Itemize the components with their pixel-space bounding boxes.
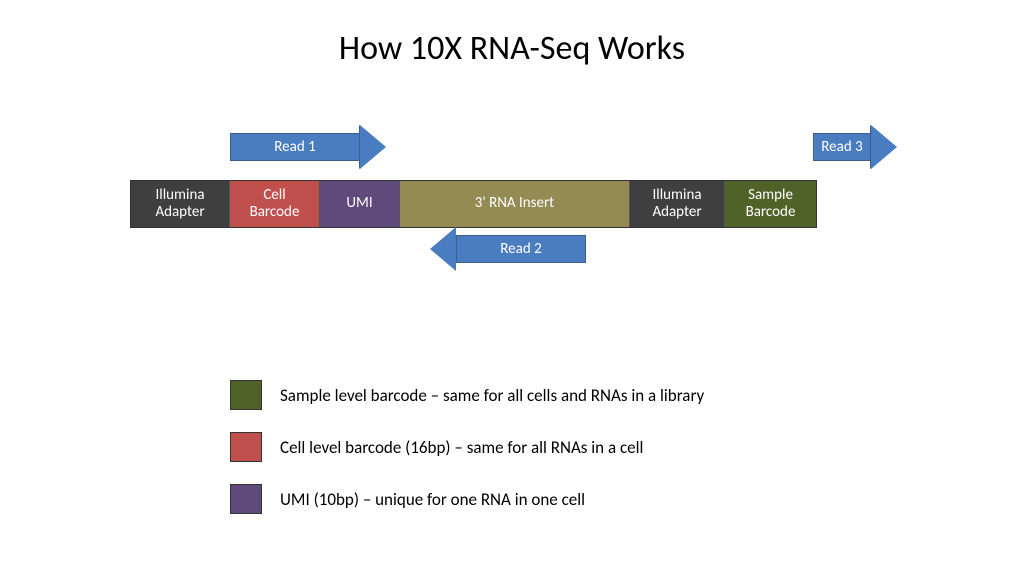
read2-arrow: Read 2 <box>430 232 586 266</box>
read1-arrow-label: Read 1 <box>230 133 360 161</box>
read2-arrow-label: Read 2 <box>456 235 586 263</box>
segment-0: IlluminaAdapter <box>131 181 229 227</box>
legend-text: Cell level barcode (16bp) – same for all… <box>280 437 643 458</box>
read3-arrow-label: Read 3 <box>813 133 871 161</box>
segment-2: UMI <box>319 181 399 227</box>
arrow-head-right-icon <box>360 125 386 169</box>
arrow-head-right-icon <box>871 125 897 169</box>
segment-4: IlluminaAdapter <box>629 181 724 227</box>
read1-arrow: Read 1 <box>230 130 386 164</box>
legend-swatch <box>230 380 262 410</box>
segment-5: SampleBarcode <box>724 181 816 227</box>
legend-text: UMI (10bp) – unique for one RNA in one c… <box>280 489 585 510</box>
sequence-segments: IlluminaAdapterCellBarcodeUMI3' RNA Inse… <box>130 180 817 228</box>
legend: Sample level barcode – same for all cell… <box>230 380 704 536</box>
segment-3: 3' RNA Insert <box>399 181 629 227</box>
top-arrow-row: Read 1 Read 3 <box>130 130 900 180</box>
arrow-head-left-icon <box>430 227 456 271</box>
legend-text: Sample level barcode – same for all cell… <box>280 385 704 406</box>
read3-arrow: Read 3 <box>813 130 897 164</box>
legend-swatch <box>230 484 262 514</box>
page-title: How 10X RNA-Seq Works <box>0 0 1024 69</box>
legend-item-2: UMI (10bp) – unique for one RNA in one c… <box>230 484 704 514</box>
legend-item-0: Sample level barcode – same for all cell… <box>230 380 704 410</box>
legend-swatch <box>230 432 262 462</box>
segment-1: CellBarcode <box>229 181 319 227</box>
legend-item-1: Cell level barcode (16bp) – same for all… <box>230 432 704 462</box>
sequence-diagram: Read 1 Read 3 IlluminaAdapterCellBarcode… <box>130 130 900 282</box>
bottom-arrow-row: Read 2 <box>130 232 900 282</box>
